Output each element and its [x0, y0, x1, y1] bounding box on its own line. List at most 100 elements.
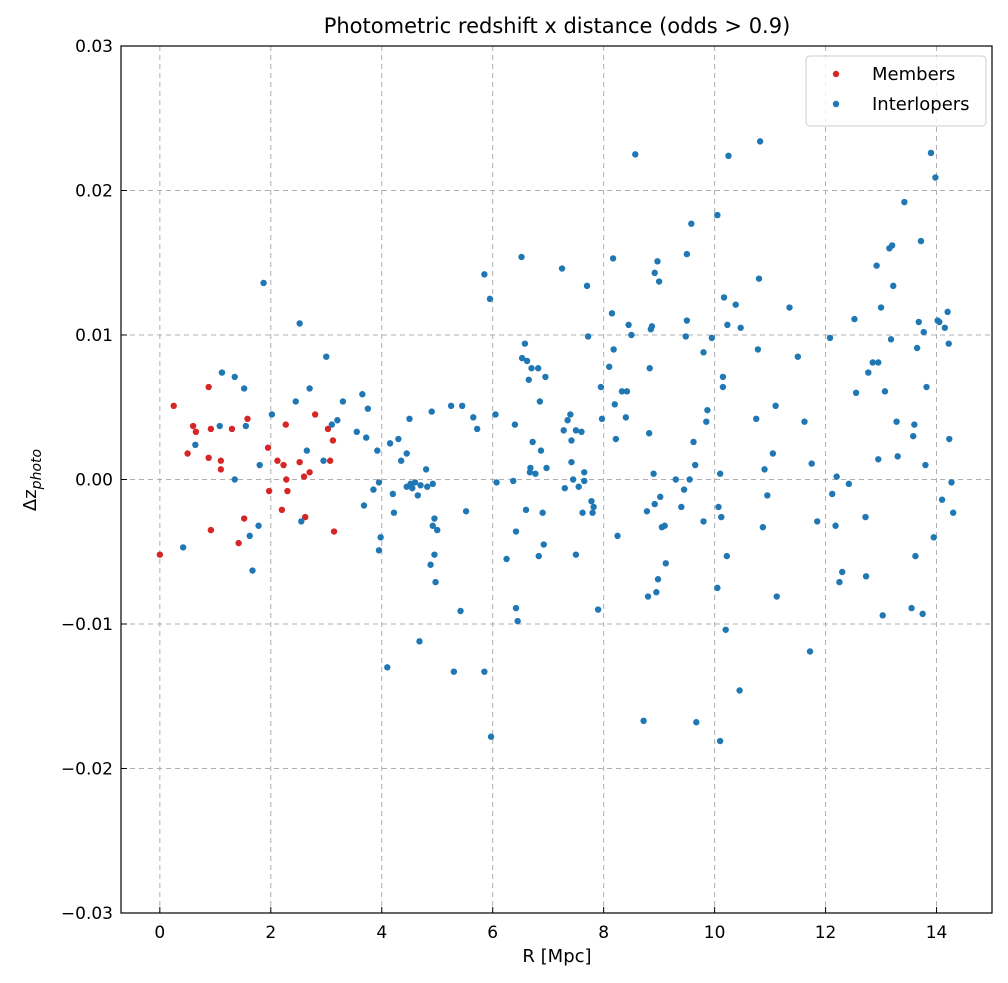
interlopers-point — [255, 522, 262, 529]
interlopers-point — [298, 518, 305, 525]
interlopers-point — [414, 492, 422, 499]
interlopers-point — [409, 484, 416, 492]
interlopers-point — [700, 518, 707, 525]
legend: Members Interlopers — [805, 55, 987, 127]
interlopers-point — [374, 447, 381, 454]
legend-marker-members — [832, 70, 840, 78]
interlopers-point — [836, 578, 843, 586]
members-point — [306, 469, 313, 476]
interlopers-point — [422, 466, 430, 473]
members-point — [217, 457, 225, 464]
interlopers-point — [648, 323, 656, 330]
interlopers-point — [598, 415, 606, 423]
interlopers-point — [296, 320, 303, 327]
interlopers-point — [370, 486, 377, 493]
interlopers-point — [829, 490, 836, 498]
interlopers-point — [623, 388, 631, 395]
interlopers-point — [714, 211, 721, 219]
interlopers-point — [894, 453, 901, 460]
interlopers-point — [682, 333, 689, 340]
interlopers-point — [708, 334, 716, 342]
interlopers-point — [755, 275, 763, 282]
interlopers-point — [542, 373, 549, 381]
interlopers-point — [653, 589, 660, 596]
interlopers-point — [558, 265, 566, 272]
interlopers-point — [888, 242, 896, 249]
members-point — [311, 411, 319, 418]
members-point — [265, 487, 273, 495]
members-point — [330, 528, 338, 535]
interlopers-point — [754, 346, 762, 353]
interlopers-point — [944, 308, 951, 316]
interlopers-point — [390, 509, 398, 516]
interlopers-point — [434, 526, 441, 534]
interlopers-point — [879, 612, 886, 619]
interlopers-point — [375, 547, 383, 554]
interlopers-point — [427, 561, 434, 568]
interlopers-point — [833, 473, 840, 480]
members-point — [205, 454, 212, 462]
interlopers-point — [417, 482, 424, 489]
interlopers-point — [690, 438, 697, 446]
interlopers-point — [845, 480, 853, 488]
interlopers-point — [927, 149, 935, 157]
members-point — [264, 444, 272, 451]
interlopers-point — [240, 385, 248, 392]
interlopers-point — [192, 441, 199, 449]
legend-label-interlopers: Interlopers — [872, 94, 970, 115]
members-point — [192, 428, 200, 436]
interlopers-point — [703, 418, 710, 425]
x-tick-label: 4 — [376, 923, 387, 943]
interlopers-point — [769, 450, 777, 457]
interlopers-point — [334, 417, 341, 424]
interlopers-point — [773, 593, 780, 600]
interlopers-point — [650, 470, 657, 477]
interlopers-point — [912, 552, 919, 560]
y-tick-label: −0.03 — [61, 904, 113, 924]
interlopers-point — [583, 282, 591, 290]
interlopers-point — [359, 391, 366, 398]
interlopers-point — [686, 476, 693, 483]
interlopers-point — [246, 532, 253, 540]
interlopers-point — [525, 376, 532, 383]
interlopers-point — [328, 421, 336, 428]
members-point — [170, 402, 177, 410]
interlopers-point — [881, 388, 889, 395]
y-tick-label: 0.00 — [75, 471, 113, 491]
interlopers-point — [268, 411, 276, 418]
interlopers-point — [518, 354, 526, 362]
members-point — [217, 466, 225, 473]
interlopers-point — [609, 255, 617, 262]
interlopers-point — [946, 435, 953, 443]
interlopers-point — [772, 402, 779, 410]
interlopers-point — [873, 262, 880, 269]
interlopers-point — [893, 418, 900, 425]
interlopers-point — [917, 237, 925, 245]
y-tick-label: −0.01 — [61, 615, 113, 635]
interlopers-point — [503, 555, 510, 563]
interlopers-point — [725, 152, 732, 160]
grid-lines — [121, 46, 992, 913]
interlopers-point — [572, 551, 580, 558]
interlopers-point — [575, 483, 582, 490]
interlopers-point — [581, 477, 588, 485]
interlopers-point — [527, 464, 534, 472]
interlopers-point — [920, 328, 927, 336]
interlopers-point — [375, 479, 383, 486]
interlopers-point — [493, 479, 500, 486]
interlopers-point — [923, 383, 930, 391]
members-point — [301, 513, 309, 521]
interlopers-point — [218, 369, 226, 376]
interlopers-point — [764, 492, 771, 499]
interlopers-point — [473, 425, 481, 433]
interlopers-point — [651, 500, 658, 508]
interlopers-point — [678, 503, 685, 511]
interlopers-point — [718, 513, 725, 521]
members-point — [296, 458, 303, 466]
interlopers-point — [719, 383, 727, 391]
interlopers-point — [865, 369, 872, 376]
interlopers-point — [377, 534, 384, 541]
interlopers-point — [611, 401, 618, 408]
interlopers-point — [753, 415, 760, 423]
members-point — [228, 425, 236, 433]
